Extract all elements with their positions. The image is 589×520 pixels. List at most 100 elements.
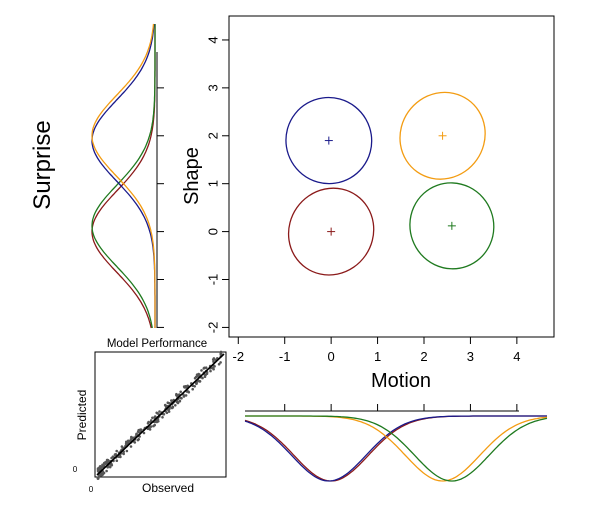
main-x-tick-label: 1 [374,349,381,364]
inset-data-point [115,449,118,453]
bottom-marginal-curve [245,415,548,482]
inset-data-point [219,361,222,364]
inset-data-point [106,458,110,462]
inset-data-point [155,411,158,415]
inset-data-point [125,441,128,445]
inset-fit-line [96,353,225,476]
inset-data-point [219,350,223,354]
main-series-ellipse [285,96,373,185]
left-marginal-label: Surprise [29,120,56,209]
inset-data-point [158,410,161,413]
inset-data-point [103,461,106,465]
bottom-marginal-ticks [284,404,518,411]
inset-plot-frame [94,351,227,478]
inset-data-point [217,362,221,366]
inset-data-point [148,428,152,431]
main-series-ellipse [399,91,486,180]
inset-data-point [96,476,100,480]
inset-data-point [212,360,215,363]
inset-data-point [137,431,141,434]
inset-data-point [204,366,208,370]
left-marginal-curve [91,24,156,329]
main-x-tick-label: 2 [420,349,427,364]
inset-data-point [99,473,103,477]
inset-data-point [175,394,178,397]
inset-data-point [149,419,153,422]
main-x-tick-label: 3 [467,349,474,364]
inset-data-point [153,415,157,418]
inset-data-point [146,422,150,425]
inset-data-point [110,463,114,467]
inset-data-point [115,459,119,463]
bottom-marginal-curve [245,415,548,482]
inset-y-origin-label: 0 [73,465,78,474]
inset-data-point [110,456,113,460]
inset-data-point [105,469,108,473]
main-x-axis-label: Motion [371,370,431,392]
main-y-tick-label: 1 [206,180,221,187]
inset-data-point [125,449,129,453]
inset-y-axis-label: Predicted [75,390,89,441]
inset-data-point [182,394,186,398]
inset-x-axis-label: Observed [142,481,194,495]
main-y-axis-label: Shape [181,147,203,205]
inset-x-origin-label: 0 [89,485,94,494]
inset-data-point [209,369,212,373]
bottom-marginal-curve [244,415,547,482]
main-series-ellipse [409,182,495,270]
inset-data-point [191,387,194,391]
main-x-tick-label: -2 [233,349,245,364]
inset-data-point [151,416,154,420]
bottom-marginal-panel [244,404,548,482]
left-marginal-curve [91,24,156,329]
inset-data-point [195,373,199,377]
inset-data-point [153,423,156,427]
inset-data-point [200,369,203,372]
inset-data-point [108,465,112,469]
inset-data-point [161,416,164,419]
main-x-tick-label: 4 [513,349,520,364]
inset-data-point [163,403,167,407]
main-y-tick-label: 2 [206,132,221,139]
main-series-group [285,91,495,276]
inset-data-point [175,400,179,404]
main-y-tick-label: 0 [206,228,221,235]
inset-data-point [149,425,153,428]
inset-data-point [204,373,207,377]
inset-panel: Model Performance Observed Predicted 0 0 [73,338,227,495]
inset-data-point [101,465,104,469]
inset-data-point [122,452,125,456]
inset-data-point [114,453,118,456]
inset-data-point [130,435,133,439]
main-y-tick-label: 3 [206,84,221,91]
inset-data-point [133,441,137,444]
inset-title: Model Performance [107,338,207,350]
inset-data-point [136,438,140,442]
inset-data-point [174,404,177,407]
inset-data-point [170,399,173,402]
left-marginal-panel: Surprise [29,23,164,329]
inset-data-point [179,390,182,394]
inset-data-point [102,471,106,475]
main-x-tick-label: 0 [328,349,335,364]
inset-data-point [182,385,186,388]
main-y-tick-label: -2 [206,322,221,334]
left-marginal-ticks [157,87,164,328]
main-panel: -2 -1 0 1 2 3 4 -2 -1 0 1 2 3 4 Motion Shape [181,15,555,392]
bottom-marginal-curve [244,415,547,482]
inset-data-point [171,406,174,409]
inset-data-point [178,400,181,403]
inset-data-point [101,463,104,467]
main-y-tick-label: 4 [206,36,221,43]
main-y-ticks: -2 -1 0 1 2 3 4 [206,36,229,334]
main-series-ellipse [287,187,375,276]
inset-data-point [165,411,169,415]
inset-data-point [135,433,138,436]
inset-data-point [180,397,183,400]
main-y-tick-label: -1 [206,274,221,286]
inset-data-point [129,445,133,448]
bottom-marginal-curves [244,415,548,482]
inset-data-point [211,358,215,361]
